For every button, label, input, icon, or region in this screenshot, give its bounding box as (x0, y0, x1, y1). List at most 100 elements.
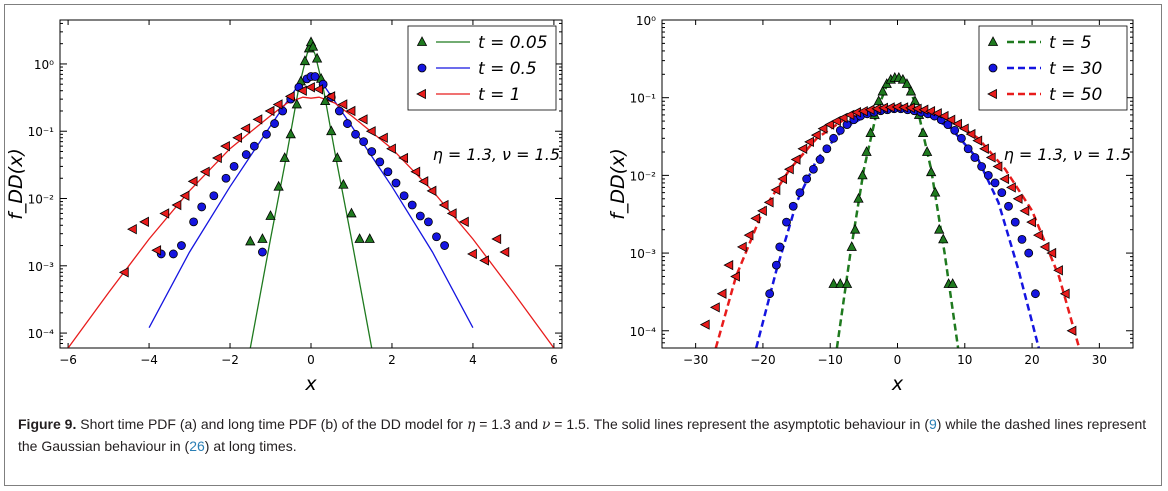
data-point-red (479, 255, 489, 266)
data-point-red (467, 248, 477, 260)
data-point-red (398, 152, 409, 164)
data-point-red (1019, 205, 1030, 216)
legend-marker-green (416, 36, 428, 46)
x-tick-label: 0 (307, 353, 315, 367)
x-axis-label: x (891, 373, 904, 395)
data-point-green (835, 278, 846, 288)
data-point-blue (209, 191, 219, 201)
data-point-green (338, 178, 349, 189)
data-point-blue (189, 217, 198, 227)
legend-box (978, 25, 1128, 111)
chart-panel-b: −30 −20 −10 0 10 20 30 10⁻⁴ 10⁻³ 10⁻² 10⁻¹ 10⁰ x f_DD… (607, 14, 1134, 395)
data-point-blue (415, 211, 425, 221)
data-point-red (777, 173, 788, 185)
data-point-green (841, 278, 853, 288)
x-tick-label: −4 (140, 353, 158, 367)
data-point-blue (822, 144, 832, 154)
data-point-green (354, 233, 365, 243)
data-point-blue (258, 247, 267, 257)
data-point-green (857, 169, 868, 180)
data-point-green (905, 85, 917, 96)
data-point-blue (950, 125, 960, 135)
legend-label: t = 1 (478, 85, 521, 105)
data-point-green (909, 95, 921, 106)
x-tick-label: 10 (957, 353, 972, 367)
data-point-red (757, 205, 767, 216)
data-point-green (930, 186, 941, 197)
data-point-green (934, 223, 945, 234)
data-point-blue (343, 119, 352, 128)
data-point-red (932, 108, 942, 119)
data-point-blue (983, 170, 993, 180)
data-point-red (736, 241, 747, 253)
data-point-green (257, 233, 268, 243)
data-point-blue (795, 188, 805, 198)
legend-marker-green (987, 36, 999, 46)
caption-eta: η (466, 417, 476, 433)
data-point-green (853, 192, 864, 203)
x-tick-label: 2 (388, 353, 396, 367)
data-point-blue (1024, 248, 1034, 258)
data-point-blue (278, 106, 288, 116)
data-point-red (770, 184, 781, 196)
x-tick-label: 6 (550, 353, 558, 367)
data-point-green (917, 127, 929, 138)
data-point-green (846, 241, 857, 251)
data-point-red (716, 288, 727, 299)
data-point-blue (424, 217, 433, 227)
legend-box (407, 25, 557, 111)
data-point-red (844, 109, 855, 121)
data-point-blue (782, 217, 791, 227)
data-point-green (311, 52, 323, 63)
caption-ref-eq-9[interactable]: 9 (929, 416, 937, 432)
data-point-red (952, 118, 962, 130)
data-point-red (837, 112, 848, 124)
figure-caption: Figure 9. Short time PDF (a) and long ti… (18, 414, 1148, 457)
data-point-green (897, 73, 909, 84)
legend: t = 5 t = 30 t = 50 (978, 25, 1128, 111)
data-point-blue (359, 137, 369, 147)
data-point-red (297, 85, 307, 96)
data-point-red (699, 319, 710, 330)
data-point-blue (815, 155, 825, 164)
data-point-red (313, 84, 323, 95)
data-point-green (245, 235, 256, 246)
data-point-red (458, 216, 469, 228)
legend-label: t = 5 (1049, 33, 1092, 53)
data-point-blue (957, 133, 966, 143)
caption-eq-1: = 1.3 and (475, 416, 542, 432)
series-line-green (249, 43, 373, 348)
y-tick-label: 10⁻⁴ (28, 327, 55, 341)
data-point-red (709, 302, 720, 313)
data-point-red (797, 143, 808, 154)
data-point-red (817, 123, 828, 134)
data-point-red (151, 245, 162, 256)
data-point-red (171, 199, 182, 211)
data-point-green (346, 207, 357, 218)
data-point-red (972, 135, 983, 146)
legend-marker-blue (988, 63, 998, 73)
data-point-red (491, 233, 502, 245)
parameter-annotation: η = 1.3, ν = 1.5 (433, 145, 560, 164)
data-point-red (958, 123, 969, 134)
data-point-red (159, 208, 170, 219)
data-point-red (1039, 241, 1050, 253)
data-point-blue (432, 232, 441, 242)
caption-ref-eq-26[interactable]: 26 (189, 438, 205, 454)
figure-frame (4, 4, 1162, 486)
data-point-blue (229, 162, 239, 171)
y-tick-label: 10⁻³ (28, 260, 55, 274)
data-point-blue (440, 241, 449, 250)
data-point-green (279, 152, 290, 162)
x-tick-label: −6 (59, 353, 77, 367)
data-point-blue (391, 178, 401, 188)
data-point-red (999, 173, 1010, 185)
data-point-red (252, 114, 263, 125)
data-point-red (240, 123, 251, 134)
data-point-red (378, 132, 388, 143)
data-point-red (446, 208, 457, 219)
data-point-red (386, 143, 396, 154)
legend-label: t = 0.5 (478, 59, 537, 79)
data-point-red (272, 99, 283, 110)
x-tick-label: −10 (818, 353, 843, 367)
